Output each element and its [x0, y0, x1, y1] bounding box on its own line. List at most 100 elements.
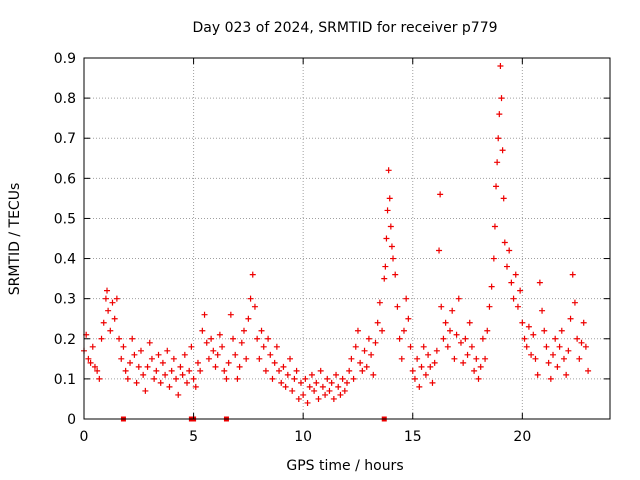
data-point — [484, 327, 491, 334]
data-point — [339, 375, 346, 382]
data-point — [471, 367, 478, 374]
data-point — [315, 395, 322, 402]
data-point — [425, 351, 432, 358]
data-point — [302, 375, 309, 382]
data-point — [271, 359, 278, 366]
data-point — [124, 375, 131, 382]
data-point — [427, 363, 434, 370]
data-point — [173, 375, 180, 382]
data-point — [392, 271, 399, 278]
y-axis-label: SRMTID / TECUs — [7, 183, 23, 296]
data-point — [525, 323, 532, 330]
data-point — [151, 375, 158, 382]
data-point — [536, 279, 543, 286]
data-points — [81, 63, 592, 422]
data-point — [563, 371, 570, 378]
data-point — [386, 195, 393, 202]
data-point — [273, 343, 280, 350]
data-point — [376, 299, 383, 306]
y-tick-label: 0.2 — [54, 332, 76, 348]
data-point — [142, 387, 149, 394]
data-point — [205, 355, 212, 362]
data-point — [284, 371, 291, 378]
data-point — [473, 355, 480, 362]
data-point — [104, 287, 111, 294]
data-point — [344, 379, 350, 386]
data-point — [216, 331, 223, 338]
data-point — [177, 363, 184, 370]
data-point — [289, 387, 296, 394]
data-point — [455, 295, 462, 302]
data-point — [396, 335, 403, 342]
data-point — [498, 95, 505, 102]
data-point — [372, 339, 379, 346]
data-point — [322, 391, 329, 398]
data-point — [447, 327, 454, 334]
data-point — [234, 375, 241, 382]
data-point — [256, 355, 263, 362]
data-point — [488, 283, 495, 290]
data-point — [175, 391, 182, 398]
data-point — [262, 367, 269, 374]
data-point — [506, 247, 513, 254]
data-point — [328, 379, 335, 386]
data-point — [306, 383, 313, 390]
data-point — [247, 295, 254, 302]
y-tick-label: 0.8 — [54, 91, 76, 107]
data-point — [466, 319, 473, 326]
data-point — [111, 315, 118, 322]
data-point — [129, 335, 136, 342]
x-tick-label: 10 — [294, 429, 312, 445]
data-point — [335, 383, 342, 390]
data-point — [135, 363, 142, 370]
data-point — [411, 375, 418, 382]
data-point — [192, 383, 199, 390]
data-point — [153, 367, 160, 374]
data-point — [127, 359, 134, 366]
data-point — [249, 271, 256, 278]
data-point — [560, 355, 567, 362]
data-point — [431, 359, 438, 366]
data-point — [552, 335, 559, 342]
data-point — [219, 343, 226, 350]
data-point — [449, 307, 456, 314]
data-point — [293, 367, 300, 374]
data-point — [354, 327, 361, 334]
data-point — [162, 371, 169, 378]
data-point — [493, 183, 500, 190]
data-point — [96, 375, 103, 382]
data-point — [464, 351, 471, 358]
data-point — [304, 399, 311, 406]
data-point — [365, 335, 372, 342]
data-point — [199, 327, 206, 334]
data-point — [418, 363, 425, 370]
data-point — [440, 335, 447, 342]
x-tick-label: 5 — [189, 429, 198, 445]
data-point — [85, 355, 92, 362]
data-point — [258, 327, 265, 334]
data-point — [181, 351, 188, 358]
data-point — [89, 343, 96, 350]
data-point — [230, 335, 237, 342]
data-point — [517, 287, 524, 294]
data-point — [166, 383, 173, 390]
data-point — [497, 63, 504, 70]
data-point — [532, 355, 539, 362]
data-point — [438, 303, 445, 310]
data-point — [433, 347, 440, 354]
data-point — [221, 367, 228, 374]
data-point — [300, 391, 307, 398]
data-point — [319, 383, 326, 390]
data-point — [100, 319, 107, 326]
data-point — [245, 315, 252, 322]
plot-frame — [83, 57, 611, 420]
data-point — [203, 339, 210, 346]
data-point — [297, 379, 304, 386]
data-point — [390, 255, 397, 262]
data-point — [324, 375, 331, 382]
data-point — [460, 359, 467, 366]
data-point — [519, 319, 526, 326]
data-point — [188, 343, 195, 350]
data-point — [521, 335, 528, 342]
data-point — [146, 339, 153, 346]
